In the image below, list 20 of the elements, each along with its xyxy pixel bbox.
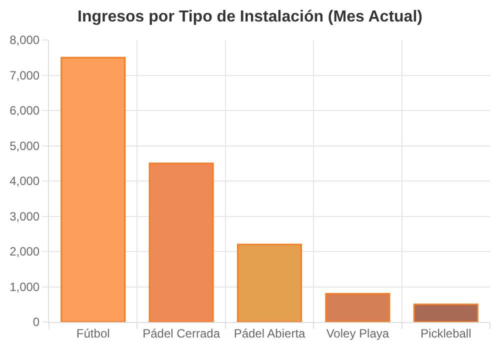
x-tick-label: Pádel Cerrada — [142, 326, 220, 340]
chart-title: Ingresos por Tipo de Instalación (Mes Actual) — [78, 8, 422, 26]
y-tick-label: 5,000 — [10, 138, 40, 153]
bar — [413, 304, 478, 322]
x-tick-label: Pádel Abierta — [234, 326, 306, 340]
y-tick-label: 6,000 — [10, 104, 40, 118]
y-tick-label: 7,000 — [10, 68, 40, 82]
y-tick-label: 0 — [32, 315, 40, 330]
y-tick-label: 8,000 — [10, 33, 40, 48]
y-tick-label: 4,000 — [10, 174, 40, 188]
bar — [237, 244, 302, 322]
x-tick-label: Voley Playa — [326, 326, 390, 340]
bar — [148, 162, 214, 322]
bar — [325, 293, 390, 322]
y-tick-label: 2,000 — [10, 244, 40, 259]
y-tick-label: 1,000 — [10, 280, 40, 294]
y-tick-label: 3,000 — [10, 209, 40, 224]
x-tick-label: Fútbol — [76, 326, 110, 340]
bar — [60, 56, 126, 322]
x-tick-label: Pickleball — [420, 326, 472, 340]
